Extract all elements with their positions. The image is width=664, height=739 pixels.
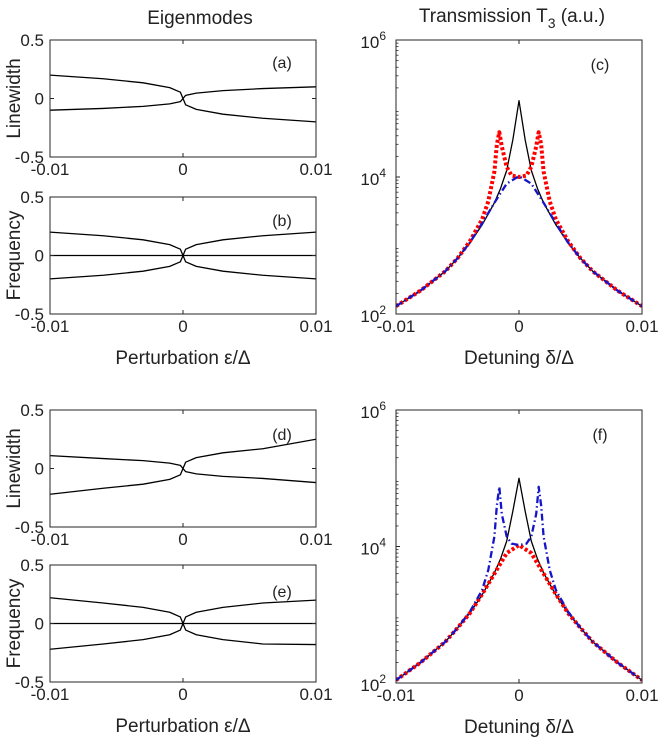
panel-label-f: (f): [592, 427, 607, 444]
y-tick-label-c-2: 102: [360, 303, 386, 326]
y-tick-label-c-0: 106: [360, 29, 386, 52]
x-axis-label-e: Perturbation ε/Δ: [115, 716, 251, 737]
series-line-c-0: [396, 100, 642, 307]
series-line-c-1: [396, 130, 642, 308]
y-tick-base-c-0: 10: [360, 33, 379, 52]
y-tick-label-d-1: 0: [35, 460, 44, 479]
x-tick-label-f-1: 0: [514, 686, 523, 705]
panel-label-c: (c): [591, 57, 610, 74]
y-tick-exponent-f-0: 6: [379, 399, 386, 413]
y-axis-label-b: Frequency: [4, 210, 25, 300]
x-tick-label-e-1: 0: [178, 685, 187, 704]
x-axis-label-b: Perturbation ε/Δ: [115, 348, 251, 369]
x-tick-label-c-0: -0.01: [377, 317, 416, 336]
panel-a: -0.01 0 0.01 0.5 0 -0.5 (a) Linewidth: [4, 31, 333, 179]
series-line-d-1: [50, 468, 184, 495]
series-line-a-0: [50, 74, 184, 99]
y-tick-label-f-1: 104: [360, 536, 386, 559]
x-tick-label-f-0: -0.01: [377, 686, 416, 705]
panel-b: -0.01 0 0.01 0.5 0 -0.5 (b) Frequency Perturbati…: [4, 188, 333, 369]
y-tick-label-e-0: 0.5: [20, 556, 44, 575]
x-tick-label-e-0: -0.01: [31, 685, 70, 704]
x-tick-label-b-2: 0.01: [299, 317, 332, 336]
x-tick-label-a-0: -0.01: [31, 160, 70, 179]
y-axis-label-d: Linewidth: [4, 428, 25, 508]
column-title-left: Eigenmodes: [147, 8, 253, 29]
series-line-d-0: [50, 454, 184, 469]
y-tick-label-d-2: -0.5: [15, 518, 44, 537]
x-axis-label-c: Detuning δ/Δ: [464, 348, 574, 369]
column-title-right-unit: (a.u.): [555, 6, 605, 27]
x-tick-label-b-0: -0.01: [31, 317, 70, 336]
y-tick-base-c-2: 10: [360, 307, 379, 326]
series-line-e-0: [50, 597, 316, 625]
y-tick-label-b-2: -0.5: [15, 305, 44, 324]
y-axis-label-e: Frequency: [4, 578, 25, 668]
x-tick-label-b-1: 0: [178, 317, 187, 336]
y-tick-label-d-0: 0.5: [20, 401, 44, 420]
series-line-d-3: [182, 468, 316, 484]
y-tick-label-a-1: 0: [35, 90, 44, 109]
y-tick-label-b-0: 0.5: [20, 188, 44, 207]
x-tick-label-d-1: 0: [178, 530, 187, 549]
panel-label-d: (d): [272, 427, 292, 444]
series-line-d-2: [182, 438, 316, 469]
panel-label-b: (b): [272, 213, 292, 230]
y-tick-base-f-0: 10: [360, 403, 379, 422]
series-line-b-2: [50, 254, 316, 280]
y-tick-label-a-2: -0.5: [15, 148, 44, 167]
column-title-right-subscript: 3: [548, 15, 556, 31]
series-line-b-0: [50, 231, 316, 257]
y-tick-exponent-f-1: 4: [379, 536, 386, 550]
series-line-a-3: [182, 98, 316, 123]
series-line-a-2: [182, 86, 316, 99]
y-tick-label-e-2: -0.5: [15, 673, 44, 692]
y-tick-exponent-f-2: 2: [379, 672, 386, 686]
x-tick-label-d-0: -0.01: [31, 530, 70, 549]
y-tick-base-f-2: 10: [360, 676, 379, 695]
panel-label-a: (a): [272, 55, 292, 72]
series-line-c-2: [396, 174, 642, 308]
x-axis-label-f: Detuning δ/Δ: [464, 717, 574, 738]
y-axis-label-a: Linewidth: [4, 58, 25, 138]
column-title-right: Transmission T3 (a.u.): [419, 6, 605, 31]
y-tick-label-e-1: 0: [35, 615, 44, 634]
x-tick-label-d-2: 0.01: [299, 530, 332, 549]
y-tick-base-c-1: 10: [360, 170, 379, 189]
series-line-e-2: [50, 622, 316, 650]
column-title-right-main: Transmission T: [419, 6, 548, 27]
y-tick-exponent-c-2: 2: [379, 303, 386, 317]
series-line-f-1: [396, 543, 642, 682]
panel-e: -0.01 0 0.01 0.5 0 -0.5 (e) Frequency Perturbati…: [4, 556, 333, 737]
x-tick-label-e-2: 0.01: [299, 685, 332, 704]
y-tick-exponent-c-0: 6: [379, 29, 386, 43]
panel-d: -0.01 0 0.01 0.5 0 -0.5 (d) Linewidth: [4, 401, 333, 549]
y-tick-exponent-c-1: 4: [379, 166, 386, 180]
x-tick-label-f-2: 0.01: [625, 686, 658, 705]
y-tick-label-b-1: 0: [35, 247, 44, 266]
x-tick-label-a-2: 0.01: [299, 160, 332, 179]
y-tick-label-f-0: 106: [360, 399, 386, 422]
panel-label-e: (e): [272, 584, 292, 601]
y-tick-label-c-1: 104: [360, 166, 386, 189]
x-tick-label-c-2: 0.01: [625, 317, 658, 336]
y-tick-label-f-2: 102: [360, 672, 386, 695]
x-tick-label-c-1: 0: [514, 317, 523, 336]
x-tick-label-a-1: 0: [178, 160, 187, 179]
y-tick-label-a-0: 0.5: [20, 31, 44, 50]
y-tick-base-f-1: 10: [360, 540, 379, 559]
series-line-a-1: [50, 98, 184, 111]
